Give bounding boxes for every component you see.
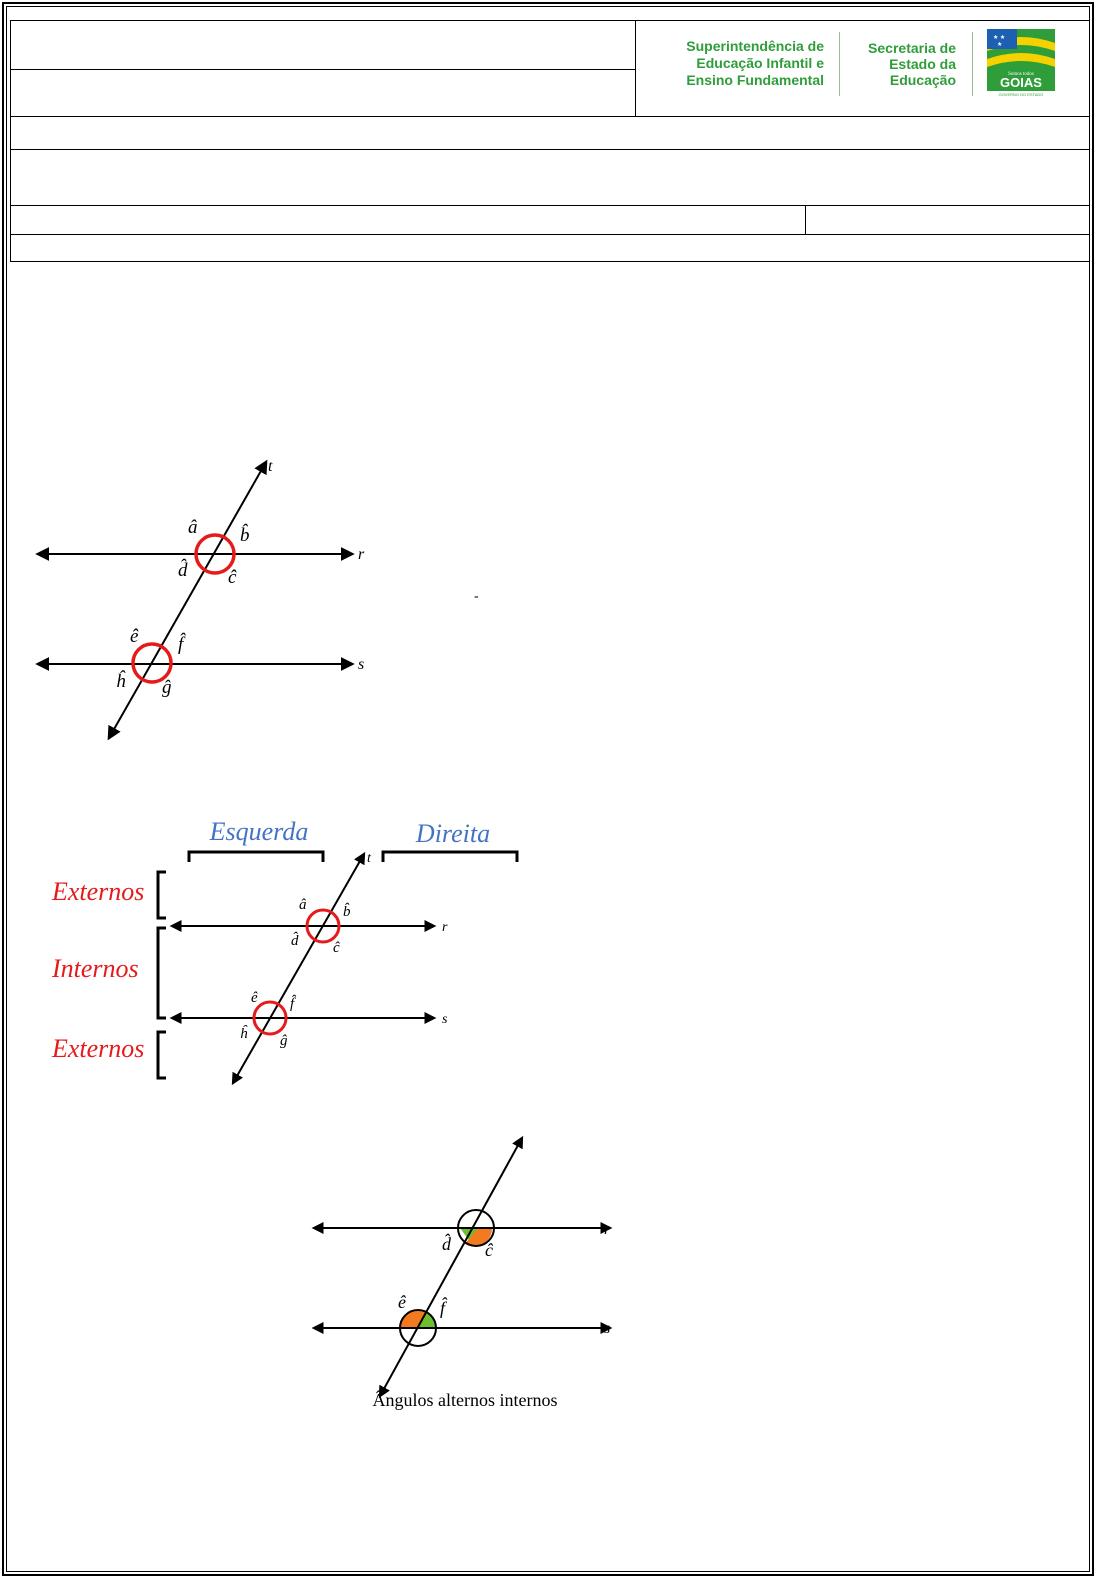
- label-s: s: [358, 656, 364, 673]
- intersection-circle-r: [457, 1209, 495, 1247]
- angle-f: f̂: [290, 995, 297, 1012]
- line-t: [378, 1135, 524, 1399]
- label-externos-bottom: Externos: [51, 1034, 144, 1063]
- bracket-externos-top: [156, 870, 166, 920]
- logo-secretaria: Secretaria de Estado da Educação: [840, 40, 956, 88]
- intersection-circle-r: [194, 533, 236, 575]
- header-row-line: [10, 149, 1090, 150]
- angle-g: ĝ: [280, 1033, 288, 1049]
- header-divider: [805, 205, 806, 234]
- logo-line: Superintendência de: [686, 38, 824, 54]
- angle-h: ĥ: [116, 670, 126, 692]
- flag-text: GOIAS: [1000, 75, 1042, 90]
- header-row-line: [10, 205, 1090, 206]
- page-border-inner: [6, 6, 1090, 1572]
- label-r: r: [442, 920, 448, 935]
- angle-e: ê: [398, 1292, 406, 1312]
- angle-c: ĉ: [228, 567, 237, 588]
- header-table: [10, 20, 1090, 262]
- angle-e: ê: [130, 626, 139, 647]
- header-divider: [635, 20, 636, 117]
- angle-e: ê: [251, 990, 258, 1006]
- logo-line: Educação: [889, 72, 956, 88]
- label-s: s: [604, 1320, 610, 1337]
- figure-parallel-lines-1: t r s â b̂ d̂ ĉ ê f̂ ĥ ĝ: [35, 458, 365, 741]
- label-s: s: [442, 1012, 448, 1027]
- logo-line: Estado da: [889, 56, 956, 72]
- label-direita: Direita: [415, 819, 490, 848]
- angle-c: ĉ: [333, 940, 340, 956]
- label-r: r: [604, 1221, 611, 1238]
- svg-text:★ ★: ★ ★: [993, 34, 1005, 41]
- angle-b: b̂: [343, 903, 351, 920]
- figure-alternate-interior-angles: r s d̂ ĉ ê f̂ Ângulos alternos internos: [311, 1135, 613, 1410]
- intersection-circle-r: [305, 908, 341, 944]
- angle-a: â: [188, 517, 198, 538]
- bracket-externos-bottom: [156, 1030, 166, 1080]
- label-esquerda: Esquerda: [209, 817, 309, 846]
- angle-d: d̂: [178, 559, 188, 581]
- flag-footer-text: GOVERNO DO ESTADO: [999, 92, 1044, 97]
- angle-h: ĥ: [240, 1025, 248, 1042]
- flag-small-text: Somos todos: [1008, 72, 1034, 77]
- bracket-esquerda: [187, 850, 325, 862]
- intersection-circle-s: [399, 1309, 437, 1347]
- bracket-internos: [156, 926, 166, 1020]
- angle-a: â: [299, 897, 307, 913]
- intersection-circle-s: [252, 1000, 288, 1036]
- label-t: t: [268, 458, 273, 475]
- intersection-circle-s: [131, 642, 173, 684]
- line-t: [231, 851, 366, 1086]
- label-internos: Internos: [51, 954, 139, 983]
- line-t: [107, 459, 268, 741]
- label-t: t: [367, 851, 372, 866]
- logo-separator: [972, 32, 973, 96]
- angle-f: f̂: [178, 633, 187, 655]
- logo-line: Ensino Fundamental: [686, 72, 824, 88]
- figure-parallel-lines-2: Esquerda Direita Externos Internos Exter…: [51, 817, 519, 1086]
- header-row-line: [10, 69, 636, 70]
- goias-flag-logo: ★ ★ ★ Somos todos GOIAS GOVERNO DO ESTAD…: [987, 29, 1055, 97]
- logo-separator: [839, 32, 840, 96]
- logo-line: Educação Infantil e: [696, 55, 824, 71]
- bracket-direita: [381, 850, 519, 862]
- header-row-line: [10, 116, 1090, 117]
- angle-d: d̂: [291, 932, 299, 949]
- angle-c: ĉ: [485, 1240, 494, 1260]
- angle-g: ĝ: [162, 677, 172, 698]
- figure-caption: Ângulos alternos internos: [373, 1389, 558, 1410]
- logo-line: Secretaria de: [868, 40, 956, 56]
- logo-superintendencia: Superintendência de Educação Infantil e …: [630, 38, 824, 89]
- angle-f: f̂: [440, 1297, 448, 1318]
- header-row-line: [10, 234, 1090, 235]
- svg-text:★: ★: [997, 41, 1002, 48]
- angle-b: b̂: [240, 524, 250, 546]
- label-r: r: [358, 546, 365, 563]
- label-externos-top: Externos: [51, 877, 144, 906]
- stray-mark: -: [474, 589, 479, 604]
- angle-d: d̂: [442, 1233, 452, 1254]
